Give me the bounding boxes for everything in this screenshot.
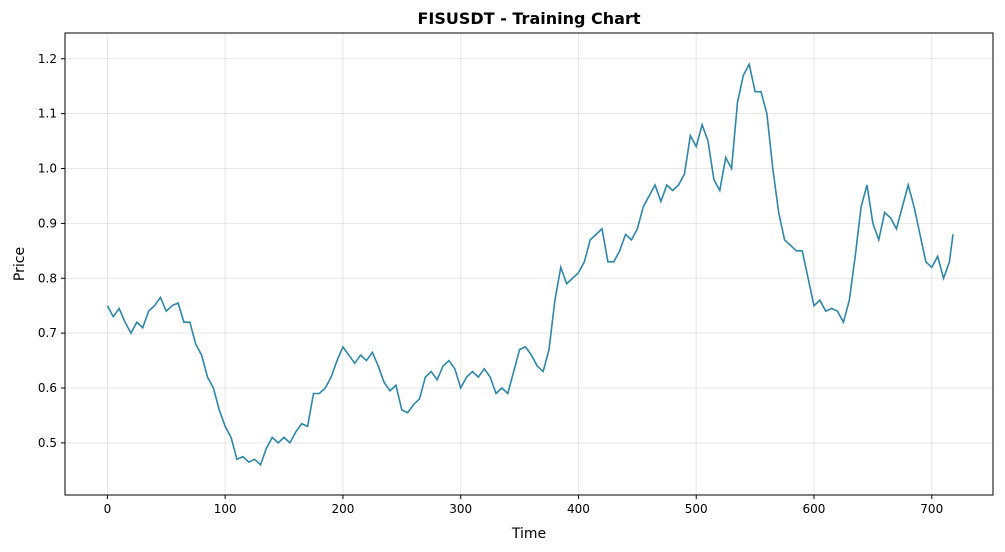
x-axis-label: Time <box>511 526 546 542</box>
x-tick-label: 300 <box>449 502 472 516</box>
plot-frame <box>64 32 994 496</box>
x-tick-label: 400 <box>567 502 590 516</box>
y-tick-label: 0.7 <box>38 326 57 340</box>
price-line <box>106 61 954 467</box>
y-tick-label: 0.9 <box>38 216 57 230</box>
y-tick-label: 1.1 <box>38 107 57 121</box>
x-tick-label: 200 <box>331 502 354 516</box>
x-tick-label: 700 <box>920 502 943 516</box>
y-tick-label: 1.2 <box>38 52 57 66</box>
chart-title: FISUSDT - Training Chart <box>418 9 641 28</box>
y-tick-label: 0.8 <box>38 271 57 285</box>
x-tick-label: 0 <box>104 502 112 516</box>
x-tick-label: 500 <box>685 502 708 516</box>
y-tick-label: 1.0 <box>38 162 57 176</box>
x-tick-label: 100 <box>214 502 237 516</box>
y-tick-label: 0.5 <box>38 436 57 450</box>
x-tick-label: 600 <box>803 502 826 516</box>
y-axis-label: Price <box>12 247 28 281</box>
y-tick-label: 0.6 <box>38 381 57 395</box>
